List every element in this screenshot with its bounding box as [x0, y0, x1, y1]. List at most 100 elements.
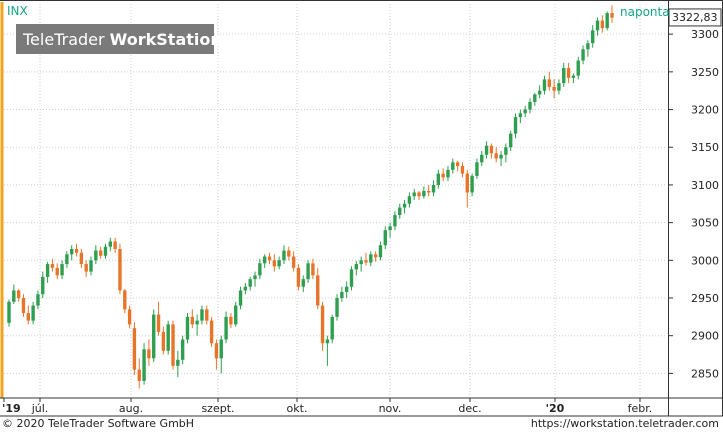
x-tick-label: dec. [458, 402, 481, 415]
candle-body [229, 316, 233, 325]
candle [557, 79, 561, 95]
symbol-label: INX [7, 4, 28, 18]
candle-body [195, 320, 199, 325]
candle-body [586, 43, 590, 50]
x-tick-label: okt. [287, 402, 308, 415]
candle-body [369, 254, 373, 263]
grid-lines [4, 4, 666, 396]
candle-body [296, 267, 301, 287]
candle-body [219, 339, 223, 359]
source-url[interactable]: https://workstation.teletrader.com [530, 417, 719, 430]
candle [267, 252, 272, 265]
candle [84, 260, 88, 277]
candle-body [402, 203, 407, 208]
x-tick-label: '19 [2, 402, 21, 415]
candle-body [282, 250, 286, 261]
candle [36, 290, 40, 310]
y-axis: 2850 2900 2950 3000 3050 3100 3150 3200 3250 3300 [668, 28, 719, 380]
svg-text:TeleTrader WorkStation: TeleTrader WorkStation [22, 30, 222, 49]
candle [127, 305, 132, 329]
candle [238, 286, 243, 310]
candle-body [171, 324, 175, 366]
plot-area-background [2, 2, 668, 398]
candle-body [142, 349, 146, 381]
candle-body [595, 20, 600, 31]
y-tick-label: 2900 [691, 330, 719, 343]
candle [60, 260, 64, 280]
last-price-value: 3322,83 [672, 11, 718, 24]
candle [398, 203, 402, 219]
candle-body [291, 256, 296, 268]
candle [605, 11, 609, 31]
candle-body [393, 215, 397, 227]
candle-body [205, 309, 209, 321]
candle [349, 266, 354, 291]
candle [45, 261, 50, 283]
candle [393, 211, 397, 231]
candle [132, 322, 137, 375]
candle [552, 79, 556, 99]
candle [388, 222, 392, 238]
candle [426, 184, 431, 197]
candle-body [108, 241, 112, 247]
teletrader-logo: TeleTrader WorkStation [16, 24, 222, 54]
candle [41, 271, 45, 298]
candle-body [267, 256, 272, 261]
candle [89, 256, 93, 276]
candle-body [533, 94, 537, 102]
candle-body [26, 313, 30, 321]
candle [224, 311, 228, 344]
candle-body [465, 173, 469, 193]
candle-body [480, 154, 484, 163]
candle [484, 141, 489, 159]
candle-body [79, 252, 84, 265]
candle-body [311, 263, 315, 276]
candle-body [518, 113, 523, 118]
candle [229, 313, 233, 329]
candle [171, 320, 175, 370]
candle [383, 226, 387, 249]
candle-body [600, 20, 605, 29]
candle [600, 15, 605, 33]
candle-body [214, 343, 219, 359]
candle-body [330, 316, 334, 340]
candle [494, 147, 498, 163]
candle [301, 275, 305, 292]
candle-body [455, 162, 460, 167]
x-tick-label: szept. [201, 402, 234, 415]
y-tick-label: 3000 [691, 254, 719, 267]
candle-body [234, 305, 238, 325]
candle-body [320, 305, 325, 344]
candle [214, 339, 219, 370]
candle-body [185, 316, 190, 340]
candle-body [176, 359, 180, 366]
candle [465, 169, 469, 208]
candle-body [407, 196, 412, 204]
candle-body [335, 298, 339, 317]
candle-body [412, 192, 416, 197]
candle [455, 160, 460, 172]
y-tick-label: 2950 [691, 292, 719, 305]
candle [523, 105, 527, 118]
candle [542, 75, 547, 95]
candle-body [21, 298, 26, 314]
candle-body [340, 291, 344, 298]
candle-body [16, 290, 21, 298]
candle [195, 314, 199, 336]
candle [21, 294, 26, 317]
candle [70, 245, 74, 261]
candle-body [581, 49, 585, 61]
candle-body [89, 260, 93, 272]
candle [354, 261, 359, 276]
candle-body [373, 254, 378, 258]
candle-body [262, 256, 267, 264]
candle-body [576, 60, 580, 76]
candle-body [7, 301, 11, 323]
candle-body [470, 175, 474, 193]
candle [219, 335, 223, 374]
candle-body [509, 133, 513, 148]
candle-body [253, 275, 257, 280]
candle-body [571, 75, 576, 78]
candle [513, 113, 518, 139]
